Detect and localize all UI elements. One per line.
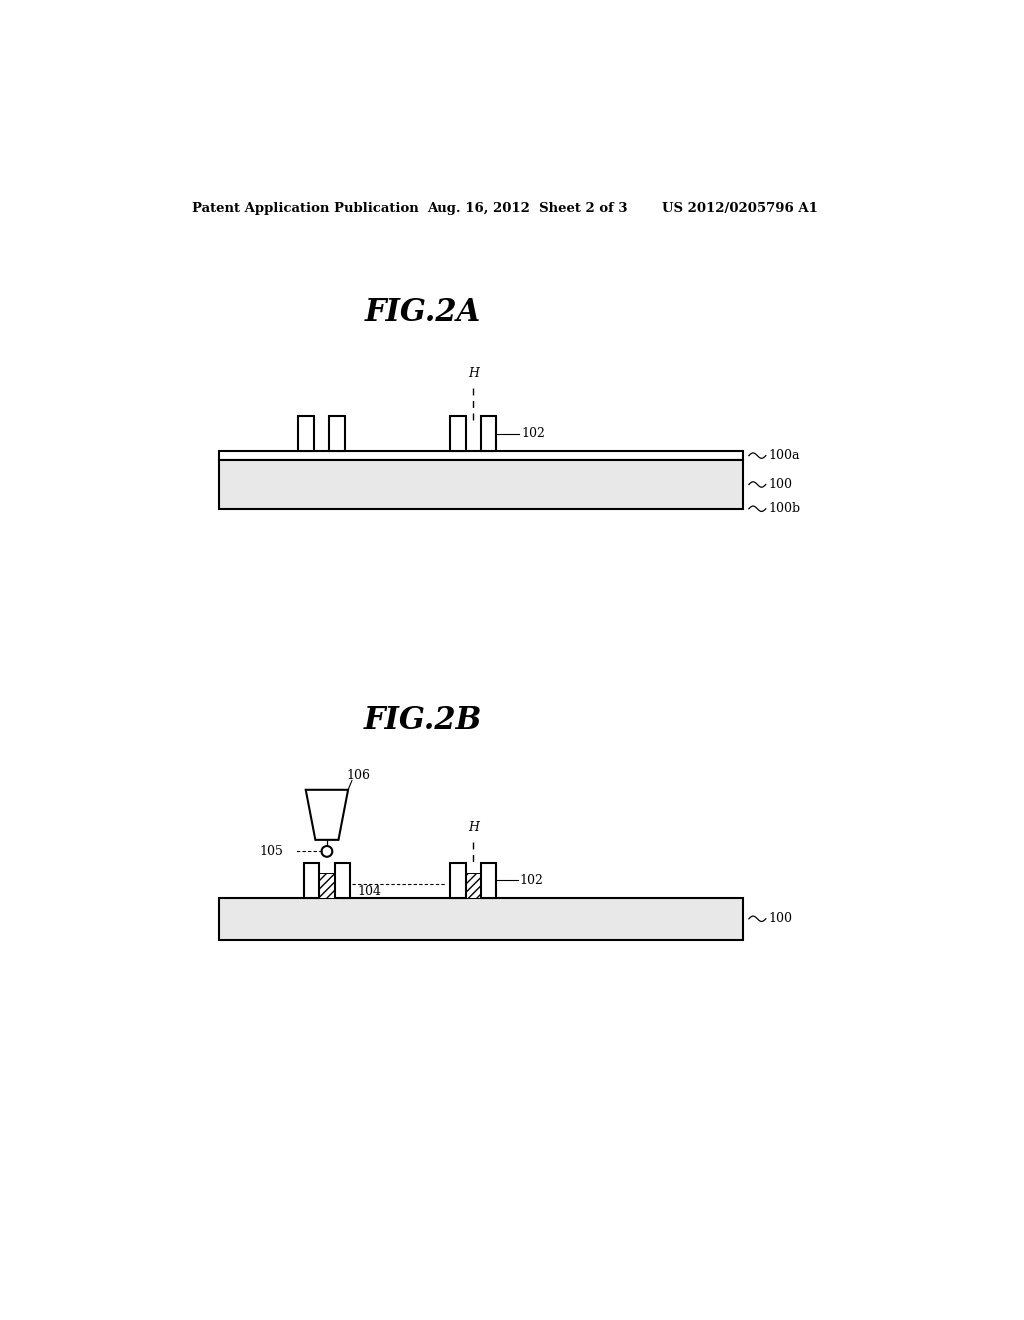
Text: US 2012/0205796 A1: US 2012/0205796 A1 bbox=[662, 202, 818, 215]
Polygon shape bbox=[481, 416, 497, 451]
Text: H: H bbox=[468, 821, 478, 834]
Polygon shape bbox=[451, 863, 466, 898]
Text: 104: 104 bbox=[357, 884, 382, 898]
Polygon shape bbox=[306, 789, 348, 840]
Text: FIG.2A: FIG.2A bbox=[365, 297, 481, 327]
Polygon shape bbox=[451, 416, 466, 451]
Polygon shape bbox=[466, 874, 481, 898]
Polygon shape bbox=[298, 416, 313, 451]
Polygon shape bbox=[219, 451, 742, 461]
Polygon shape bbox=[319, 874, 335, 898]
Polygon shape bbox=[304, 863, 319, 898]
Text: 102: 102 bbox=[519, 874, 544, 887]
Polygon shape bbox=[330, 416, 345, 451]
Polygon shape bbox=[219, 461, 742, 508]
Text: FIG.2B: FIG.2B bbox=[364, 705, 482, 737]
Polygon shape bbox=[219, 898, 742, 940]
Text: 100: 100 bbox=[768, 478, 793, 491]
Text: 100b: 100b bbox=[768, 502, 800, 515]
Text: 100a: 100a bbox=[768, 449, 800, 462]
Text: H: H bbox=[468, 367, 478, 380]
Text: 102: 102 bbox=[521, 428, 545, 440]
Text: Patent Application Publication: Patent Application Publication bbox=[193, 202, 419, 215]
Text: 100: 100 bbox=[768, 912, 793, 925]
Polygon shape bbox=[335, 863, 350, 898]
Text: 106: 106 bbox=[346, 770, 371, 783]
Polygon shape bbox=[481, 863, 497, 898]
Text: 105: 105 bbox=[260, 845, 284, 858]
Text: Aug. 16, 2012  Sheet 2 of 3: Aug. 16, 2012 Sheet 2 of 3 bbox=[427, 202, 628, 215]
